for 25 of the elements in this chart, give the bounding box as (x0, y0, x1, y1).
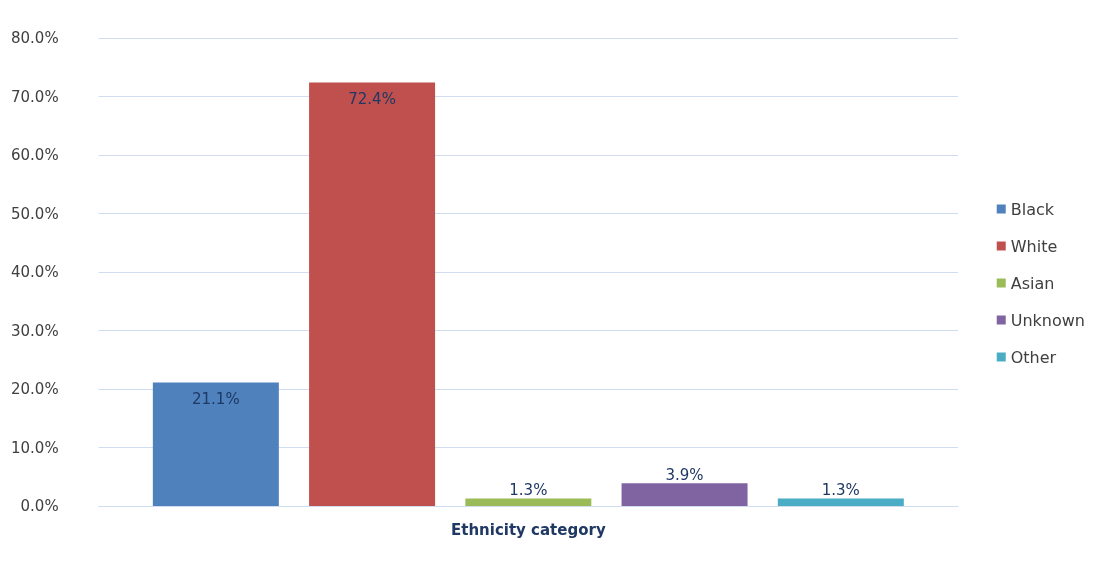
y-tick-label: 20.0% (11, 380, 59, 398)
bar (777, 498, 904, 506)
y-tick-label: 10.0% (11, 438, 59, 457)
y-tick-label: 30.0% (11, 321, 59, 340)
y-tick-label: 40.0% (11, 263, 59, 281)
y-tick-label: 70.0% (11, 87, 59, 106)
data-label: 3.9% (665, 465, 704, 484)
legend-label: Black (1010, 199, 1055, 219)
bar (621, 483, 748, 506)
legend-label: Unknown (1010, 310, 1086, 330)
legend-label: White (1010, 236, 1058, 256)
data-label: 1.3% (509, 480, 548, 499)
y-tick-label: 50.0% (11, 204, 59, 223)
y-tick-label: 80.0% (11, 29, 59, 47)
bar (309, 82, 436, 506)
bar (152, 382, 279, 506)
legend-label: Asian (1010, 273, 1055, 293)
data-label: 72.4% (348, 89, 396, 108)
y-tick-label: 0.0% (20, 497, 59, 515)
data-label: 21.1% (192, 390, 240, 409)
x-axis-title: Ethnicity category (450, 520, 606, 539)
y-tick-label: 60.0% (11, 146, 59, 164)
data-label: 1.3% (821, 480, 860, 499)
bar (465, 498, 592, 506)
legend-label: Other (1010, 347, 1057, 367)
